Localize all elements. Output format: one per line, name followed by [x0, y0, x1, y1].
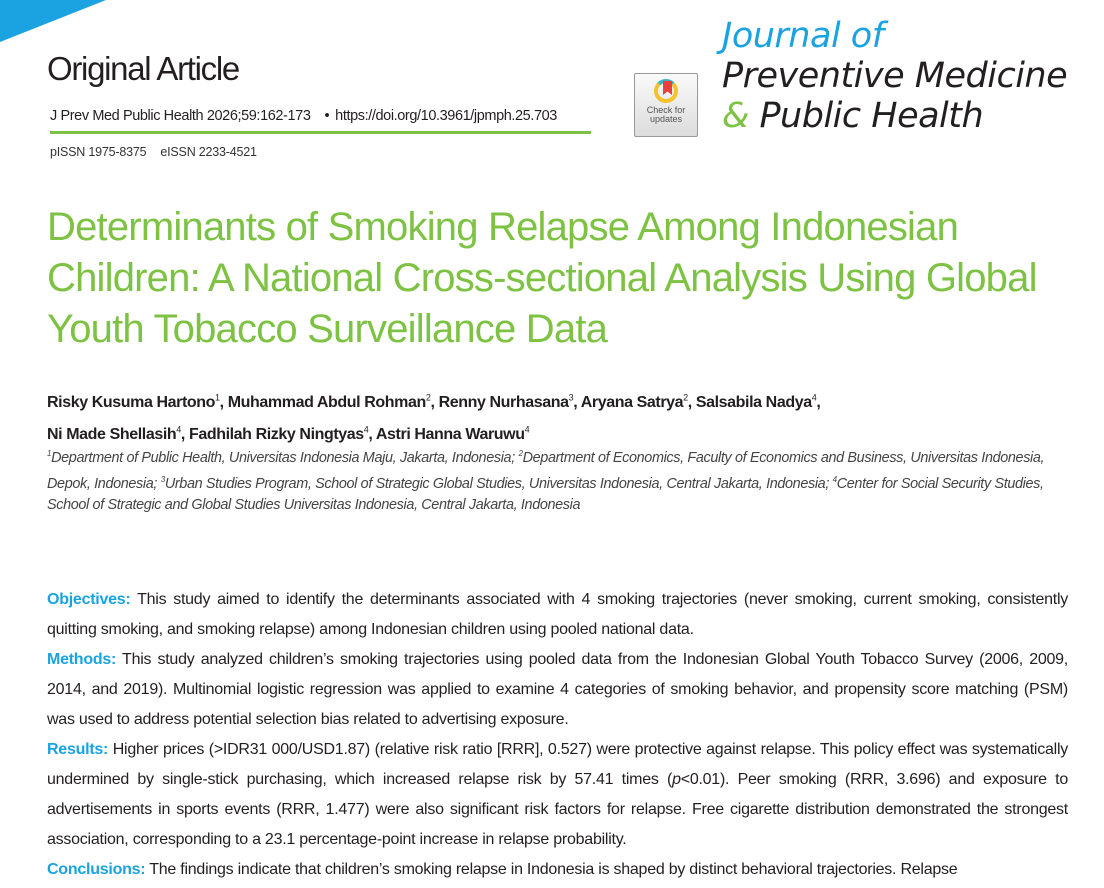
author: Ni Made Shellasih4, [47, 424, 189, 443]
author: Salsabila Nadya4, [695, 393, 821, 412]
author: Muhammad Abdul Rohman2, [227, 393, 439, 412]
pissn: pISSN 1975-8375 [50, 145, 147, 159]
issn-line: pISSN 1975-8375 eISSN 2233-4521 [50, 145, 257, 159]
citation-line: J Prev Med Public Health 2026;59:162-173… [50, 108, 557, 124]
journal-line2: Preventive Medicine [722, 56, 1068, 96]
abstract: Objectives: This study aimed to identify… [47, 585, 1068, 885]
journal-line1: Journal of [722, 16, 884, 56]
corner-decoration [0, 0, 106, 42]
author-list: Risky Kusuma Hartono1, Muhammad Abdul Ro… [47, 385, 1067, 448]
author: Renny Nurhasana3, [438, 393, 581, 412]
affiliations: 1Department of Public Health, Universita… [47, 443, 1077, 516]
check-for-updates-button[interactable]: Check for updates [634, 73, 698, 137]
journal-line3: Public Health [759, 96, 984, 136]
affiliation: 2Department of Economics, Faculty of Eco… [47, 449, 1045, 492]
affiliation: 3Urban Studies Program, School of Strate… [160, 474, 833, 492]
abstract-results: Results: Higher prices (>IDR31 000/USD1.… [47, 741, 1069, 848]
abstract-conclusions: Conclusions: The findings indicate that … [47, 861, 958, 878]
article-type: Original Article [47, 50, 240, 87]
bullet: • [324, 108, 330, 124]
eissn: eISSN 2233-4521 [160, 145, 257, 159]
abstract-objectives: Objectives: This study aimed to identify… [47, 591, 1068, 638]
citation: J Prev Med Public Health 2026;59:162-173 [50, 108, 311, 124]
author: Astri Hanna Waruwu4 [375, 424, 530, 443]
affiliation: 4Center for Social Security Studies, Sch… [47, 474, 1044, 513]
author: Fadhilah Rizky Ningtyas4, [188, 424, 376, 443]
crossmark-icon [654, 79, 678, 103]
author: Risky Kusuma Hartono1, [47, 393, 228, 412]
abstract-methods: Methods: This study analyzed children’s … [47, 651, 1068, 728]
divider [50, 131, 591, 134]
article-title: Determinants of Smoking Relapse Among In… [47, 205, 1037, 351]
check-updates-label: Check for updates [646, 105, 686, 124]
journal-logo: Journal of Preventive Medicine & Public … [722, 16, 1068, 136]
author: Aryana Satrya2, [580, 393, 696, 412]
doi-link[interactable]: https://doi.org/10.3961/jpmph.25.703 [335, 108, 557, 124]
affiliation: 1Department of Public Health, Universita… [47, 449, 519, 466]
journal-amp: & [722, 96, 749, 136]
